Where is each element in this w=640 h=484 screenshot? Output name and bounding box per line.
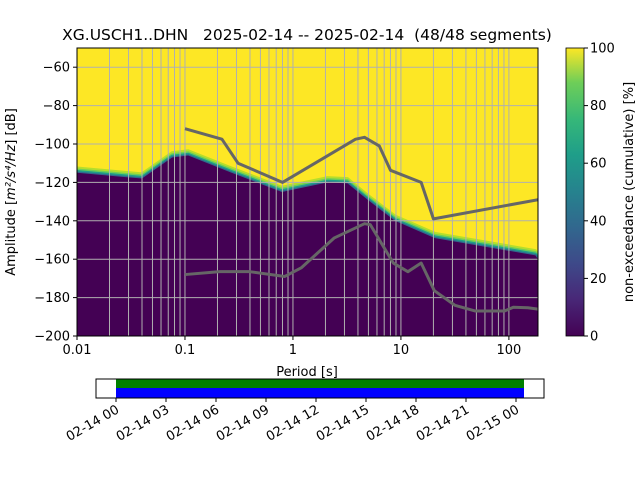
colorbar-tick-label: 0 [590, 330, 598, 345]
nhnm-line [184, 127, 538, 221]
y-tick-label: −200 [34, 330, 70, 345]
chart-title: XG.USCH1..DHN 2025-02-14 -- 2025-02-14 (… [62, 26, 552, 44]
timeline-tick-label: 02-14 00 [64, 402, 122, 444]
colorbar-tick-label: 20 [590, 272, 607, 287]
timeline-tick-label: 02-14 06 [164, 402, 222, 444]
colorbar-tick-label: 40 [590, 214, 607, 229]
timeline-data-bar [116, 379, 524, 388]
colorbar [565, 47, 585, 337]
timeline-tick-label: 02-15 00 [464, 402, 522, 444]
heatmap-transition-band [77, 152, 538, 259]
x-tick-label: 100 [496, 343, 521, 358]
heatmap-transition-band [77, 151, 538, 257]
plot-frame [76, 47, 539, 337]
y-tick-label: −80 [43, 99, 70, 114]
y-tick-label: −60 [43, 61, 70, 76]
timeline-segments-bar [116, 388, 524, 398]
timeline-tick-label: 02-14 09 [214, 402, 272, 444]
heatmap-low-region [77, 155, 538, 336]
heatmap-transition-band [77, 149, 538, 255]
timeline-tick-label: 02-14 21 [414, 402, 472, 444]
timeline-tick-label: 02-14 18 [364, 402, 422, 444]
colorbar-tick-label: 80 [590, 99, 607, 114]
x-tick-label: 10 [393, 343, 410, 358]
y-tick-label: −120 [34, 176, 70, 191]
x-tick-label: 0.01 [63, 343, 92, 358]
colorbar-label: non-exceedance (cumulative) [%] [622, 82, 637, 302]
timeline-tick-label: 02-14 12 [264, 402, 322, 444]
timeline-tick-label: 02-14 03 [114, 402, 172, 444]
x-tick-label: 0.1 [175, 343, 196, 358]
y-tick-label: −160 [34, 253, 70, 268]
y-tick-label: −140 [34, 214, 70, 229]
x-tick-label: 1 [289, 343, 297, 358]
nlnm-line [184, 222, 538, 313]
y-tick-label: −180 [34, 291, 70, 306]
y-axis-label: Amplitude [m²/s⁴/Hz] [dB] [4, 108, 19, 276]
x-axis-label: Period [s] [276, 365, 338, 380]
plot-area [77, 48, 538, 336]
colorbar-tick-label: 100 [590, 42, 615, 57]
y-tick-label: −100 [34, 138, 70, 153]
colorbar-tick-label: 60 [590, 157, 607, 172]
timeline-tick-label: 02-14 15 [314, 402, 372, 444]
